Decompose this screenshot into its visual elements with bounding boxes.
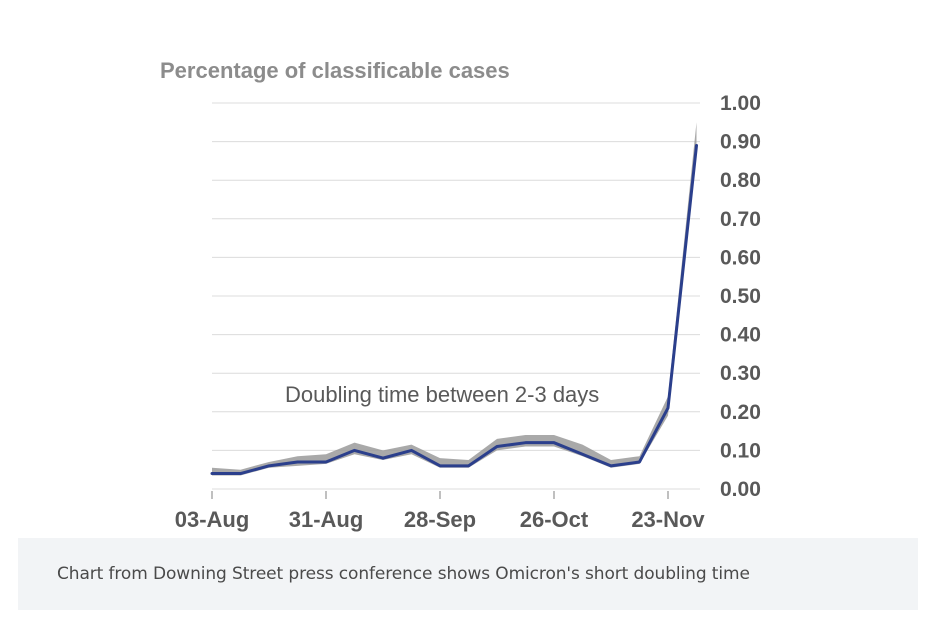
line-chart: Percentage of classificable cases 1.00 0.…	[160, 58, 761, 532]
caption-box: Chart from Downing Street press conferen…	[18, 538, 918, 610]
y-tick-label: 1.00	[720, 92, 761, 115]
y-axis-ticks: 1.00 0.90 0.80 0.70 0.60 0.50 0.40 0.30 0.20 0.10…	[720, 92, 761, 501]
caption-text: Chart from Downing Street press conferen…	[57, 564, 750, 584]
y-tick-label: 0.70	[720, 208, 761, 231]
y-tick-label: 0.20	[720, 401, 761, 424]
x-tick-label: 26-Oct	[520, 507, 589, 532]
chart-title: Percentage of classificable cases	[160, 58, 510, 83]
series-lines	[210, 143, 698, 476]
y-tick-label: 0.60	[720, 246, 761, 269]
y-tick-label: 0.80	[720, 169, 761, 192]
x-axis-ticks: 03-Aug 31-Aug 28-Sep 26-Oct 23-Nov	[175, 491, 705, 532]
y-tick-label: 0.90	[720, 131, 761, 154]
x-tick-label: 28-Sep	[404, 507, 476, 532]
x-tick-label: 23-Nov	[631, 507, 705, 532]
y-tick-label: 0.00	[720, 478, 761, 501]
x-tick-label: 03-Aug	[175, 507, 250, 532]
y-tick-label: 0.10	[720, 439, 761, 462]
y-tick-label: 0.30	[720, 362, 761, 385]
y-tick-label: 0.40	[720, 324, 761, 347]
doubling-time-annotation: Doubling time between 2-3 days	[285, 382, 599, 407]
y-tick-label: 0.50	[720, 285, 761, 308]
confidence-band	[212, 122, 697, 476]
series-line	[210, 143, 698, 476]
gridlines	[212, 102, 700, 490]
uncertainty-band	[212, 122, 697, 476]
x-tick-label: 31-Aug	[289, 507, 364, 532]
